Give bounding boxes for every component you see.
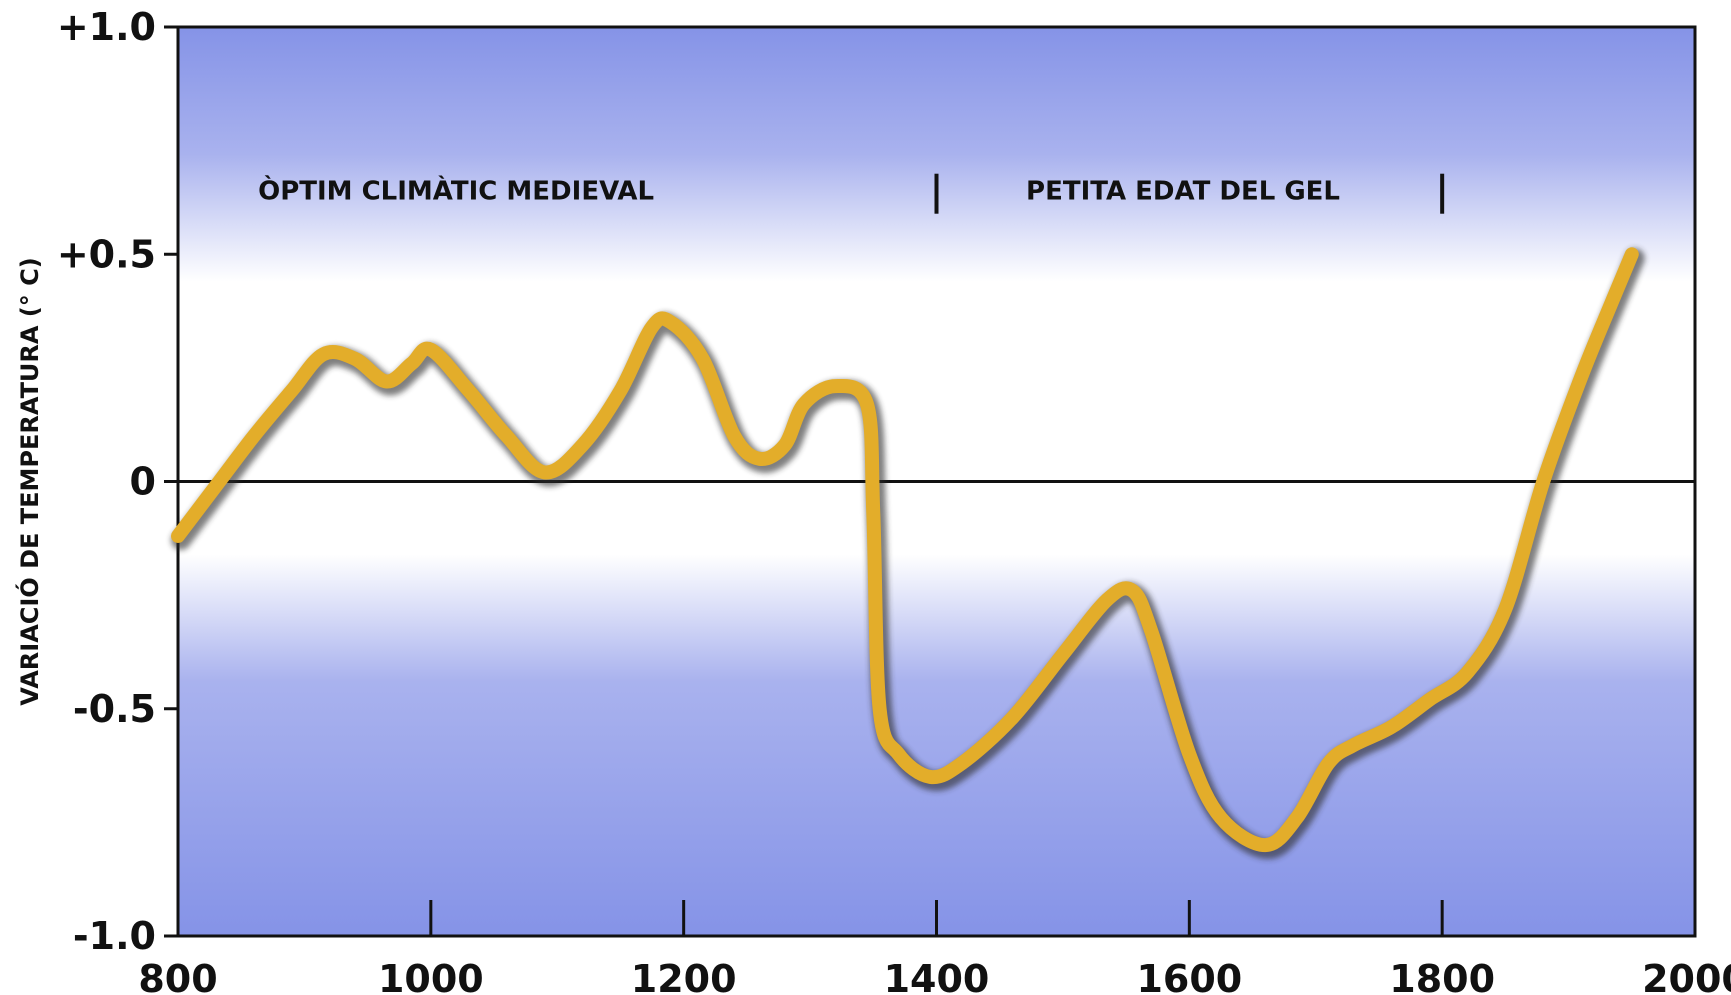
- x-tick-label-3: 1400: [884, 957, 990, 995]
- annotation-1: PETITA EDAT DEL GEL: [1026, 177, 1340, 207]
- y-tick-label-0: +1.0: [57, 5, 156, 49]
- y-tick-label-2: 0: [130, 460, 156, 504]
- x-tick-label-6: 2000: [1642, 957, 1731, 995]
- x-tick-label-2: 1200: [631, 957, 737, 995]
- y-tick-label-1: +0.5: [57, 232, 156, 276]
- annotation-0: ÒPTIM CLIMÀTIC MEDIEVAL: [258, 175, 654, 207]
- y-tick-label-4: -1.0: [73, 914, 156, 958]
- x-tick-label-0: 800: [138, 957, 217, 995]
- x-tick-label-1: 1000: [378, 957, 484, 995]
- x-tick-label-4: 1600: [1136, 957, 1242, 995]
- y-axis-label: VARIACIÓ DE TEMPERATURA (° C): [14, 257, 44, 705]
- y-tick-label-3: -0.5: [73, 687, 156, 731]
- x-tick-label-5: 1800: [1389, 957, 1495, 995]
